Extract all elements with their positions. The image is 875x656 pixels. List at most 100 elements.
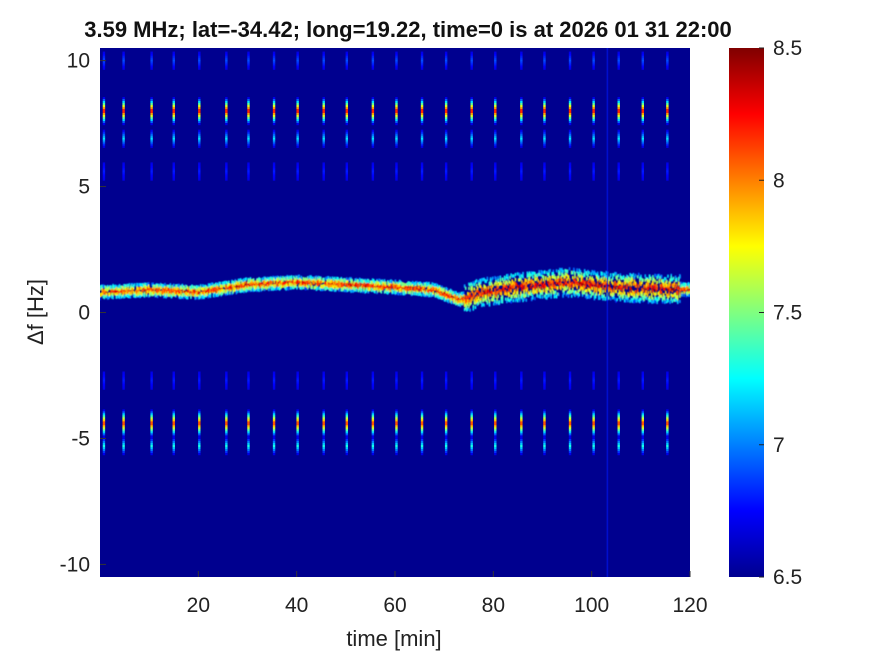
carrier-pixel	[503, 284, 506, 288]
pulse-pixel	[322, 451, 325, 454]
carrier-pixel	[190, 295, 192, 299]
carrier-pixel	[194, 296, 197, 300]
pulse-pixel	[296, 110, 299, 114]
carrier-pixel	[129, 285, 132, 289]
carrier-pixel	[243, 278, 245, 282]
carrier-pixel	[515, 294, 518, 298]
pulse-pixel	[150, 65, 153, 68]
pulse-pixel	[371, 437, 375, 440]
pulse-pixel	[247, 53, 250, 56]
carrier-pixel	[578, 274, 581, 278]
carrier-pixel	[342, 281, 345, 285]
carrier-pixel	[582, 282, 585, 287]
carrier-pixel	[671, 278, 674, 282]
carrier-pixel	[104, 287, 107, 291]
pulse-pixel	[345, 129, 349, 132]
carrier-pixel	[153, 287, 155, 291]
carrier-pixel	[509, 281, 511, 285]
carrier-pixel	[438, 295, 441, 300]
carrier-pixel	[238, 285, 241, 289]
carrier-pixel	[389, 280, 391, 284]
pulse-pixel	[172, 110, 175, 114]
carrier-pixel	[251, 280, 254, 284]
carrier-pixel	[264, 277, 267, 282]
carrier-pixel	[244, 283, 246, 287]
carrier-pixel	[331, 288, 334, 292]
carrier-pixel	[120, 290, 123, 294]
carrier-pixel	[549, 278, 551, 283]
carrier-pixel	[298, 284, 300, 288]
carrier-pixel	[573, 278, 575, 282]
carrier-pixel	[468, 282, 470, 286]
carrier-pixel	[315, 284, 318, 289]
carrier-pixel	[467, 291, 469, 296]
carrier-pixel	[618, 285, 621, 289]
carrier-pixel	[193, 289, 196, 293]
pulse-pixel	[345, 371, 349, 374]
pulse-pixel	[272, 377, 276, 380]
carrier-pixel	[623, 285, 626, 290]
carrier-pixel	[292, 279, 295, 283]
carrier-pixel	[667, 287, 669, 291]
pulse-pixel	[470, 137, 473, 140]
pulse-pixel	[296, 67, 299, 70]
carrier-pixel	[570, 271, 573, 275]
carrier-pixel	[268, 283, 270, 287]
carrier-pixel	[679, 274, 681, 278]
carrier-pixel	[319, 280, 322, 285]
carrier-pixel	[518, 277, 521, 281]
pulse-pixel	[371, 445, 375, 448]
carrier-pixel	[553, 291, 556, 295]
carrier-pixel	[202, 287, 204, 291]
carrier-pixel	[650, 285, 653, 289]
carrier-pixel	[521, 296, 523, 300]
carrier-pixel	[388, 285, 390, 289]
pulse-pixel	[444, 381, 448, 384]
pulse-pixel	[296, 385, 299, 388]
carrier-pixel	[292, 275, 295, 279]
carrier-pixel	[489, 279, 492, 283]
pulse-pixel	[272, 371, 276, 374]
pulse-pixel	[371, 425, 375, 428]
carrier-pixel	[605, 283, 608, 287]
carrier-pixel	[460, 299, 463, 303]
carrier-pixel	[670, 273, 673, 278]
carrier-pixel	[356, 284, 359, 288]
carrier-pixel	[662, 287, 665, 291]
pulse-pixel	[345, 116, 349, 120]
carrier-pixel	[292, 282, 295, 286]
carrier-pixel	[659, 283, 662, 288]
carrier-pixel	[196, 291, 199, 296]
carrier-pixel	[305, 278, 308, 282]
carrier-pixel	[480, 300, 482, 304]
carrier-pixel	[562, 294, 564, 298]
carrier-pixel	[145, 293, 148, 297]
pulse-pixel	[494, 102, 497, 106]
carrier-pixel	[511, 282, 514, 286]
carrier-pixel	[389, 282, 391, 286]
carrier-pixel	[328, 284, 331, 288]
carrier-pixel	[578, 271, 581, 275]
carrier-pixel	[225, 286, 228, 290]
pulse-pixel	[247, 443, 250, 446]
pulse-pixel	[395, 423, 398, 426]
carrier-pixel	[465, 295, 468, 299]
pulse-pixel	[444, 100, 448, 104]
carrier-pixel	[118, 293, 121, 297]
pulse-pixel	[395, 59, 398, 62]
pulse-pixel	[444, 174, 448, 177]
carrier-pixel	[508, 298, 510, 303]
carrier-pixel	[186, 289, 189, 293]
carrier-pixel	[669, 281, 671, 285]
pulse-pixel	[470, 141, 473, 144]
carrier-pixel	[181, 295, 184, 299]
pulse-pixel	[122, 453, 125, 456]
carrier-pixel	[636, 297, 639, 302]
pulse-pixel	[247, 164, 250, 167]
pulse-pixel	[198, 415, 201, 418]
carrier-pixel	[510, 300, 512, 304]
carrier-pixel	[377, 281, 379, 286]
carrier-pixel	[285, 281, 287, 286]
carrier-pixel	[566, 277, 569, 281]
carrier-pixel	[283, 281, 285, 285]
